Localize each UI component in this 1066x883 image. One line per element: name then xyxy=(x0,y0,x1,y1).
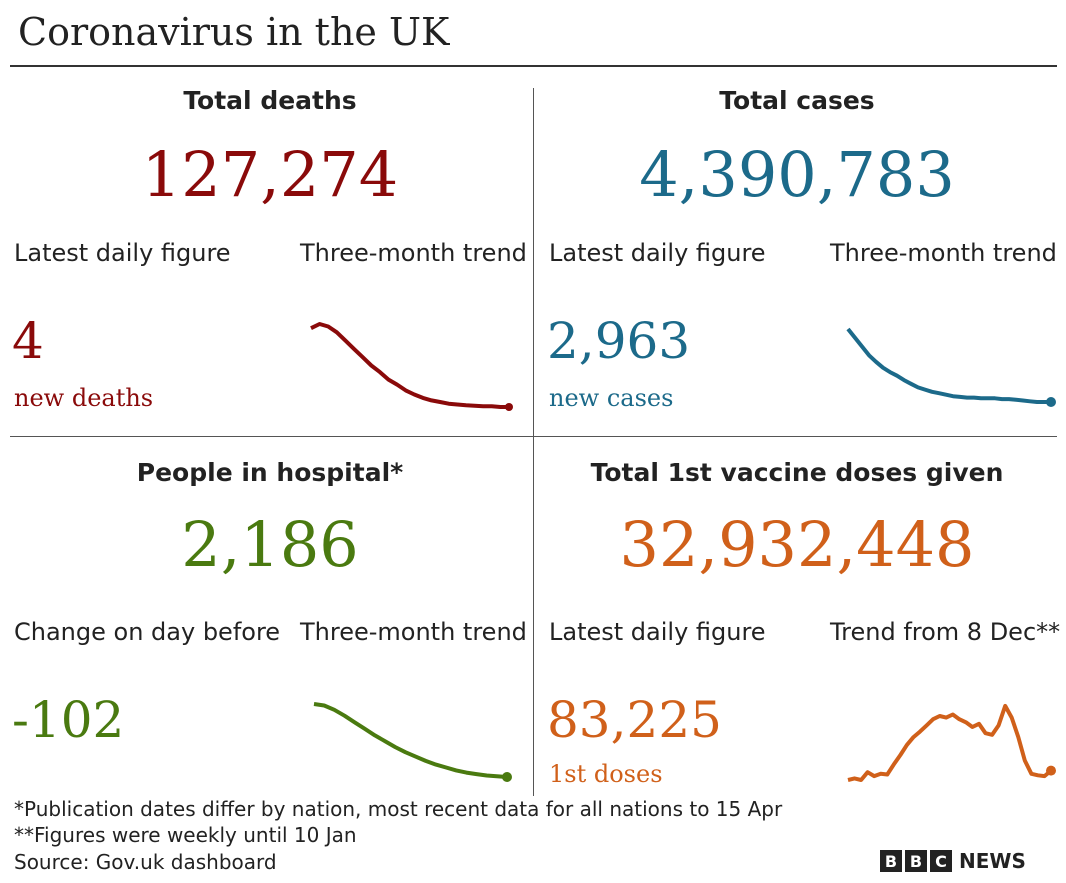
vaccine-trend-chart xyxy=(847,703,1056,782)
deaths-heading: Total deaths xyxy=(183,86,357,115)
hospital-trend-line xyxy=(313,702,508,779)
hospital-heading: People in hospital* xyxy=(136,458,404,487)
hospital-total: 2,186 xyxy=(181,508,359,581)
cases-right-label: Three-month trend xyxy=(830,239,1057,267)
cases-left-label: Latest daily figure xyxy=(549,239,766,267)
bbc-letter-b2: B xyxy=(905,850,927,872)
hospital-panel: People in hospital* 2,186 Change on day … xyxy=(10,458,530,806)
vertical-divider xyxy=(533,88,534,796)
deaths-right-label: Three-month trend xyxy=(300,239,527,267)
deaths-trend-endpoint xyxy=(505,403,513,411)
hospital-left-label: Change on day before xyxy=(14,618,281,646)
footnote-publication: *Publication dates differ by nation, mos… xyxy=(14,797,783,821)
cases-trend-endpoint xyxy=(1046,397,1056,407)
hospital-trend-chart xyxy=(313,702,512,782)
deaths-unit: new deaths xyxy=(14,384,154,412)
title-rule xyxy=(10,65,1057,67)
deaths-trend-chart xyxy=(310,322,513,411)
vaccine-daily: 83,225 xyxy=(547,691,722,749)
source-note: Source: Gov.uk dashboard xyxy=(14,850,277,874)
deaths-left-label: Latest daily figure xyxy=(14,239,231,267)
cases-trend-line xyxy=(846,327,1051,404)
vaccine-panel: Total 1st vaccine doses given 32,932,448… xyxy=(537,458,1061,806)
vaccine-unit: 1st doses xyxy=(549,760,663,788)
deaths-daily: 4 xyxy=(12,312,44,370)
horizontal-divider xyxy=(10,436,1057,437)
vaccine-trend-endpoint xyxy=(1046,765,1056,776)
cases-daily: 2,963 xyxy=(547,312,691,370)
bbc-news-text: NEWS xyxy=(959,849,1026,873)
vaccine-right-label: Trend from 8 Dec** xyxy=(830,618,1061,646)
bbc-news-logo: B B C NEWS xyxy=(880,849,1026,873)
cases-total: 4,390,783 xyxy=(639,138,955,211)
cases-heading: Total cases xyxy=(719,86,875,115)
deaths-trend-line xyxy=(310,322,509,409)
hospital-right-label: Three-month trend xyxy=(300,618,527,646)
deaths-total: 127,274 xyxy=(141,138,399,211)
deaths-panel: Total deaths 127,274 Latest daily figure… xyxy=(10,86,530,434)
vaccine-total: 32,932,448 xyxy=(619,508,975,581)
hospital-trend-endpoint xyxy=(502,772,512,782)
hospital-daily: -102 xyxy=(12,691,125,749)
footnote-weekly: **Figures were weekly until 10 Jan xyxy=(14,823,357,847)
chart-title: Coronavirus in the UK xyxy=(18,10,450,54)
cases-trend-chart xyxy=(846,327,1056,407)
vaccine-left-label: Latest daily figure xyxy=(549,618,766,646)
vaccine-heading: Total 1st vaccine doses given xyxy=(590,458,1004,487)
bbc-letter-b1: B xyxy=(880,850,902,872)
cases-panel: Total cases 4,390,783 Latest daily figur… xyxy=(537,86,1057,434)
cases-unit: new cases xyxy=(549,384,674,412)
vaccine-trend-line xyxy=(847,703,1053,782)
bbc-letter-c: C xyxy=(930,850,952,872)
